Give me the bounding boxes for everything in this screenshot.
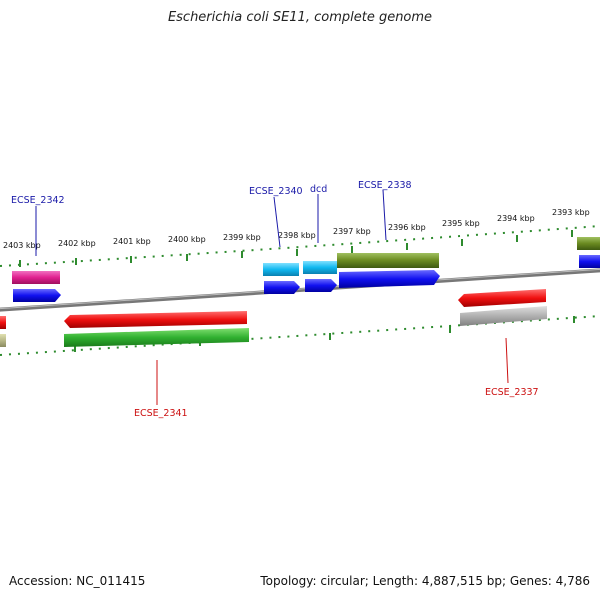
- gene-label-dcd: dcd: [310, 184, 327, 195]
- tick-labels: 2403 kbp 2402 kbp 2401 kbp 2400 kbp 2399…: [3, 208, 590, 250]
- gene-ecse-2341-red[interactable]: [64, 311, 247, 328]
- gene-ecse-2340[interactable]: [263, 263, 299, 276]
- lower-inner-genes[interactable]: [0, 289, 546, 329]
- accession-text: Accession: NC_011415: [9, 574, 146, 588]
- genome-title: Escherichia coli SE11, complete genome: [167, 10, 433, 25]
- gene-labels: ECSE_2342 ECSE_2340 dcd ECSE_2338 ECSE_2…: [11, 180, 539, 419]
- gene-ecse-2342[interactable]: [12, 271, 60, 284]
- lower-outer-genes[interactable]: [0, 306, 547, 347]
- genome-backbone-highlight: [0, 268, 600, 310]
- gene-red-arrow[interactable]: [458, 289, 546, 307]
- tick-label: 2398 kbp: [278, 231, 316, 240]
- gene-label-ecse-2341: ECSE_2341: [134, 408, 188, 419]
- gene-arrow[interactable]: [13, 289, 61, 302]
- tick-label: 2402 kbp: [58, 239, 96, 248]
- tick-label: 2401 kbp: [113, 237, 151, 246]
- gene-label-ecse-2340: ECSE_2340: [249, 186, 303, 197]
- upper-outer-genes[interactable]: [12, 237, 600, 284]
- gene-label-ecse-2338: ECSE_2338: [358, 180, 412, 191]
- gene-arrow[interactable]: [305, 279, 337, 292]
- gene-label-ecse-2337: ECSE_2337: [485, 387, 539, 398]
- label-leaders: [35, 189, 509, 405]
- tick-label: 2393 kbp: [552, 208, 590, 217]
- gene-olive-right[interactable]: [577, 237, 600, 250]
- tick-label: 2399 kbp: [223, 233, 261, 242]
- tick-label: 2397 kbp: [333, 227, 371, 236]
- tick-label: 2400 kbp: [168, 235, 206, 244]
- gene-dcd[interactable]: [303, 261, 337, 274]
- genome-summary-text: Topology: circular; Length: 4,887,515 bp…: [260, 574, 590, 588]
- gene-red-left[interactable]: [0, 316, 6, 329]
- tick-label: 2394 kbp: [497, 214, 535, 223]
- gene-ecse-2337[interactable]: [460, 306, 547, 326]
- gene-ecse-2341[interactable]: [64, 328, 249, 347]
- gene-arrow[interactable]: [339, 270, 440, 288]
- gene-label-ecse-2342: ECSE_2342: [11, 195, 65, 206]
- tick-label: 2396 kbp: [388, 223, 426, 232]
- gene-khaki-left[interactable]: [0, 334, 6, 347]
- gene-arrow[interactable]: [264, 281, 300, 294]
- genome-backbone: [0, 268, 600, 312]
- upper-inner-genes[interactable]: [13, 255, 600, 302]
- tick-label: 2395 kbp: [442, 219, 480, 228]
- gene-ecse-2338[interactable]: [337, 253, 439, 268]
- tick-label: 2403 kbp: [3, 241, 41, 250]
- major-ticks-upper: [19, 230, 573, 267]
- gene-blue-right[interactable]: [579, 255, 600, 268]
